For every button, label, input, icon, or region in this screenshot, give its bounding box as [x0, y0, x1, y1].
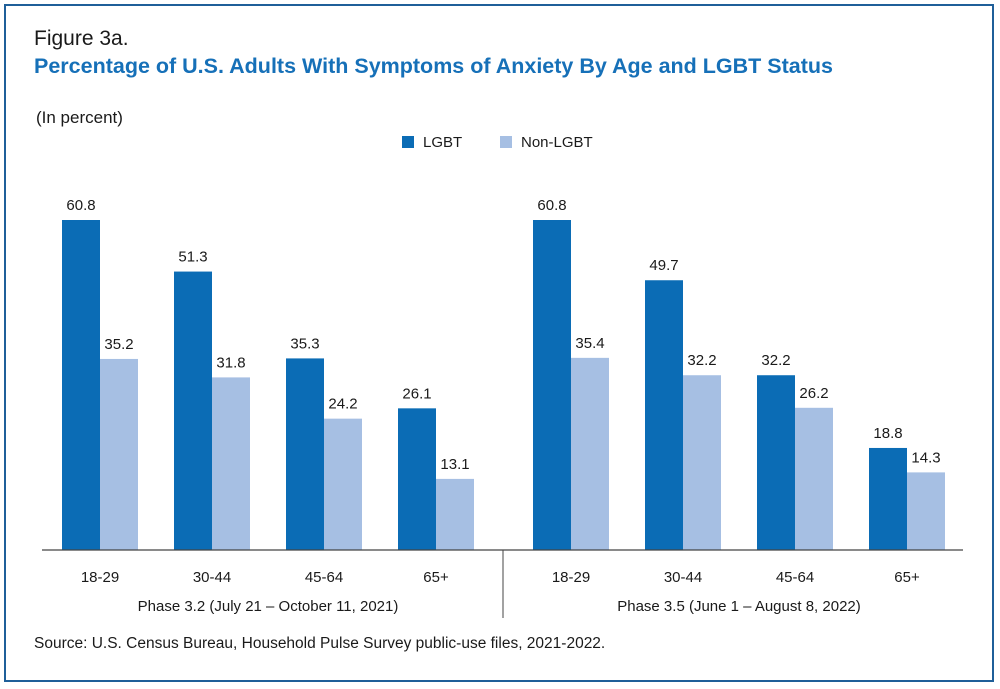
figure-label: Figure 3a. — [34, 27, 129, 50]
value-label-lgbt: 60.8 — [66, 197, 95, 214]
bar-non-lgbt — [683, 375, 721, 550]
bar-lgbt — [533, 220, 571, 550]
bar-lgbt — [757, 375, 795, 550]
bar-lgbt — [62, 220, 100, 550]
legend-swatch-lgbt — [402, 136, 414, 148]
value-label-non-lgbt: 31.8 — [216, 354, 245, 371]
value-label-non-lgbt: 35.4 — [575, 335, 604, 352]
bar-lgbt — [645, 280, 683, 550]
bar-lgbt — [398, 408, 436, 550]
value-label-non-lgbt: 35.2 — [104, 336, 133, 353]
bar-non-lgbt — [436, 478, 474, 550]
bar-non-lgbt — [907, 472, 945, 550]
legend-label-non-lgbt: Non-LGBT — [521, 134, 593, 151]
value-label-lgbt: 18.8 — [873, 425, 902, 442]
figure-frame — [4, 4, 994, 682]
x-tick-label: 30-44 — [664, 569, 702, 586]
bar-non-lgbt — [100, 358, 138, 550]
value-label-lgbt: 60.8 — [537, 197, 566, 214]
value-label-non-lgbt: 14.3 — [911, 449, 940, 466]
chart-title: Percentage of U.S. Adults With Symptoms … — [34, 54, 833, 78]
x-tick-label: 45-64 — [776, 569, 814, 586]
chart-subtitle: (In percent) — [36, 108, 123, 127]
source-note: Source: U.S. Census Bureau, Household Pu… — [34, 635, 606, 652]
x-tick-label: 18-29 — [81, 569, 119, 586]
value-label-lgbt: 51.3 — [178, 249, 207, 266]
x-tick-label: 30-44 — [193, 569, 231, 586]
group-label: Phase 3.5 (June 1 – August 8, 2022) — [617, 598, 861, 615]
legend-swatch-non-lgbt — [500, 136, 512, 148]
bar-non-lgbt — [212, 377, 250, 550]
legend-label-lgbt: LGBT — [423, 134, 462, 151]
value-label-lgbt: 26.1 — [402, 385, 431, 402]
value-label-non-lgbt: 13.1 — [440, 456, 469, 473]
value-label-non-lgbt: 24.2 — [328, 396, 357, 413]
x-tick-label: 65+ — [894, 569, 920, 586]
bar-lgbt — [869, 447, 907, 550]
x-tick-label: 45-64 — [305, 569, 343, 586]
value-label-non-lgbt: 26.2 — [799, 385, 828, 402]
bar-lgbt — [174, 271, 212, 550]
value-label-non-lgbt: 32.2 — [687, 352, 716, 369]
value-label-lgbt: 32.2 — [761, 352, 790, 369]
group-label: Phase 3.2 (July 21 – October 11, 2021) — [138, 598, 399, 615]
bar-lgbt — [286, 358, 324, 550]
value-label-lgbt: 49.7 — [649, 257, 678, 274]
bar-non-lgbt — [571, 357, 609, 550]
x-tick-label: 65+ — [423, 569, 449, 586]
bar-non-lgbt — [795, 407, 833, 550]
value-label-lgbt: 35.3 — [290, 335, 319, 352]
bar-non-lgbt — [324, 418, 362, 550]
x-tick-label: 18-29 — [552, 569, 590, 586]
